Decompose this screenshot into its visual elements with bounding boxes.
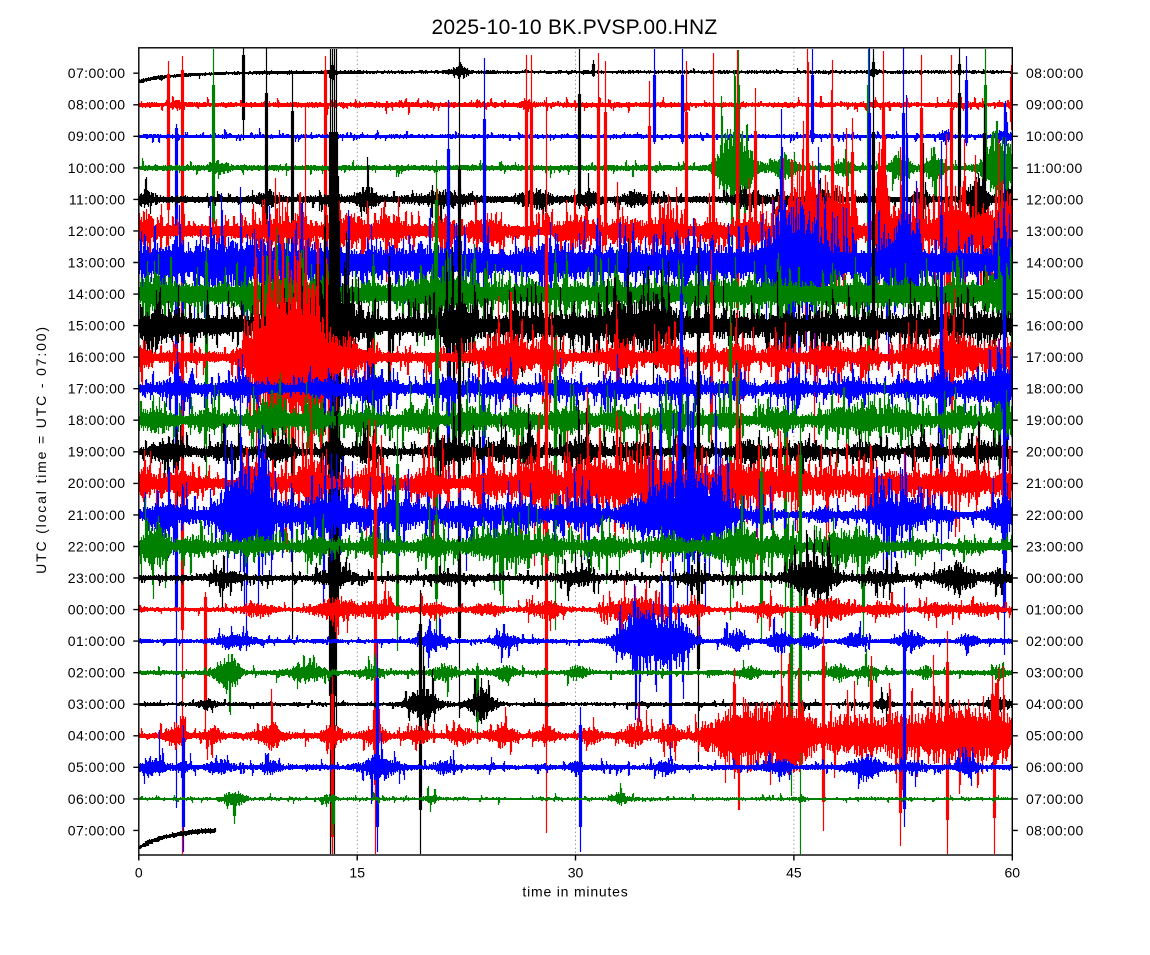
svg-text:06:00:00: 06:00:00 <box>68 791 126 807</box>
svg-text:20:00:00: 20:00:00 <box>68 475 126 491</box>
svg-text:23:00:00: 23:00:00 <box>1026 538 1084 554</box>
svg-text:00:00:00: 00:00:00 <box>68 602 126 618</box>
svg-text:18:00:00: 18:00:00 <box>1026 381 1084 397</box>
svg-text:60: 60 <box>1005 865 1021 881</box>
svg-text:13:00:00: 13:00:00 <box>1026 223 1084 239</box>
svg-text:09:00:00: 09:00:00 <box>1026 97 1084 113</box>
svg-text:2025-10-10 BK.PVSP.00.HNZ: 2025-10-10 BK.PVSP.00.HNZ <box>431 16 717 39</box>
svg-text:45: 45 <box>786 865 802 881</box>
svg-text:09:00:00: 09:00:00 <box>68 128 126 144</box>
svg-text:12:00:00: 12:00:00 <box>1026 191 1084 207</box>
svg-text:05:00:00: 05:00:00 <box>1026 728 1084 744</box>
svg-text:07:00:00: 07:00:00 <box>68 65 126 81</box>
svg-text:04:00:00: 04:00:00 <box>1026 696 1084 712</box>
svg-text:16:00:00: 16:00:00 <box>1026 318 1084 334</box>
svg-text:time in minutes: time in minutes <box>522 884 628 900</box>
svg-text:11:00:00: 11:00:00 <box>1026 160 1083 176</box>
svg-text:17:00:00: 17:00:00 <box>1026 349 1084 365</box>
svg-text:15:00:00: 15:00:00 <box>68 318 126 334</box>
svg-text:01:00:00: 01:00:00 <box>68 633 126 649</box>
svg-text:10:00:00: 10:00:00 <box>68 160 126 176</box>
svg-text:19:00:00: 19:00:00 <box>68 444 126 460</box>
svg-text:17:00:00: 17:00:00 <box>68 381 126 397</box>
svg-text:30: 30 <box>568 865 584 881</box>
svg-text:21:00:00: 21:00:00 <box>1026 475 1084 491</box>
svg-text:03:00:00: 03:00:00 <box>1026 665 1084 681</box>
svg-text:16:00:00: 16:00:00 <box>68 349 126 365</box>
svg-text:10:00:00: 10:00:00 <box>1026 128 1084 144</box>
svg-text:02:00:00: 02:00:00 <box>68 665 126 681</box>
svg-text:11:00:00: 11:00:00 <box>69 191 126 207</box>
svg-text:0: 0 <box>135 865 143 881</box>
svg-text:20:00:00: 20:00:00 <box>1026 444 1084 460</box>
svg-text:07:00:00: 07:00:00 <box>68 822 126 838</box>
svg-text:08:00:00: 08:00:00 <box>68 97 126 113</box>
svg-text:06:00:00: 06:00:00 <box>1026 759 1084 775</box>
svg-text:14:00:00: 14:00:00 <box>1026 254 1084 270</box>
svg-text:22:00:00: 22:00:00 <box>1026 507 1084 523</box>
svg-text:UTC (local time = UTC - 07:00): UTC (local time = UTC - 07:00) <box>33 325 49 574</box>
svg-text:01:00:00: 01:00:00 <box>1026 602 1084 618</box>
svg-text:00:00:00: 00:00:00 <box>1026 570 1084 586</box>
svg-text:18:00:00: 18:00:00 <box>68 412 126 428</box>
svg-text:08:00:00: 08:00:00 <box>1026 65 1084 81</box>
svg-text:03:00:00: 03:00:00 <box>68 696 126 712</box>
svg-text:12:00:00: 12:00:00 <box>68 223 126 239</box>
svg-text:22:00:00: 22:00:00 <box>68 538 126 554</box>
svg-text:04:00:00: 04:00:00 <box>68 728 126 744</box>
svg-text:21:00:00: 21:00:00 <box>68 507 126 523</box>
svg-text:14:00:00: 14:00:00 <box>68 286 126 302</box>
svg-text:05:00:00: 05:00:00 <box>68 759 126 775</box>
svg-text:07:00:00: 07:00:00 <box>1026 791 1084 807</box>
svg-text:13:00:00: 13:00:00 <box>68 254 126 270</box>
svg-text:02:00:00: 02:00:00 <box>1026 633 1084 649</box>
svg-text:23:00:00: 23:00:00 <box>68 570 126 586</box>
svg-text:19:00:00: 19:00:00 <box>1026 412 1084 428</box>
svg-text:08:00:00: 08:00:00 <box>1026 822 1084 838</box>
svg-text:15: 15 <box>349 865 365 881</box>
svg-text:15:00:00: 15:00:00 <box>1026 286 1084 302</box>
